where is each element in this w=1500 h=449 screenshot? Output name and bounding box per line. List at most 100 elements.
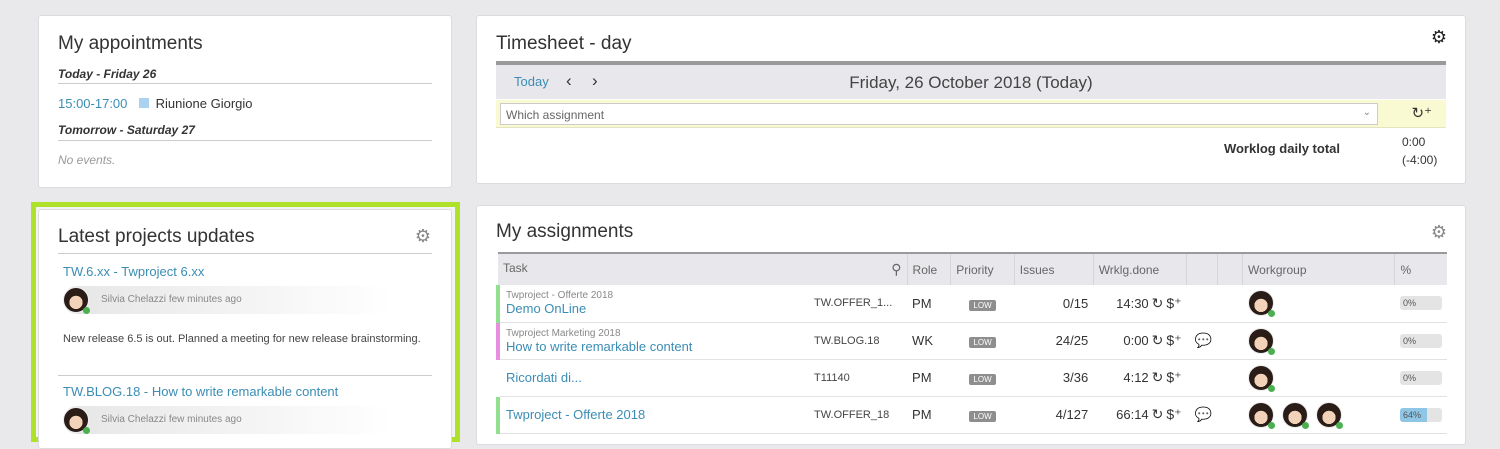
avatar[interactable] [1247,364,1275,392]
progress: 64% [1394,396,1447,434]
column-header[interactable] [1216,252,1243,285]
comment-cell [1186,285,1218,323]
update-time: few minutes ago [168,414,242,425]
task-code: TW.BLOG.18 [814,334,880,347]
add-worklog-icon[interactable]: ↻⁺ [1411,105,1433,122]
add-worklog-icon[interactable]: ↻ [1151,332,1164,348]
priority-badge: LOW [969,337,996,348]
task-link[interactable]: Ricordati di... [506,370,582,385]
event-item[interactable]: 15:00-17:00 Riunione Giorgio [58,96,253,111]
gear-icon[interactable]: ⚙ [1430,27,1447,47]
issues[interactable]: 3/36 [1014,359,1094,397]
gear-icon[interactable]: ⚙ [414,226,431,246]
workgroup [1242,322,1395,360]
task-code: T11140 [814,371,850,384]
task-link[interactable]: How to write remarkable content [506,338,693,354]
task-cell: Twproject - Offerte 2018 Demo OnLine TW.OF… [495,285,908,323]
latest-title: Latest projects updates [58,226,255,247]
today-button[interactable]: Today [514,74,549,89]
gear-icon[interactable]: ⚙ [1430,222,1447,242]
role: WK [907,322,951,360]
add-cost-icon[interactable]: $⁺ [1166,294,1182,311]
priority: LOW [950,322,1015,360]
priority-badge: LOW [969,299,996,311]
issues[interactable]: 4/127 [1014,396,1094,434]
add-worklog-icon[interactable]: ↻ [1151,369,1164,385]
issues[interactable]: 0/15 [1014,285,1094,323]
assignment-row: Which assignment ⌄ ↻⁺ [496,100,1446,128]
avatar[interactable] [63,287,90,314]
column-header[interactable]: Wrklg.done [1092,252,1187,285]
divider [58,83,432,84]
assignments-title: My assignments [496,221,634,242]
add-worklog-icon[interactable]: ↻ [1151,294,1164,311]
column-header[interactable]: Task ⚲ [498,252,908,285]
avatar[interactable] [1281,401,1309,429]
role: PM [907,396,951,434]
parent-project: Twproject - Offerte 2018 [506,290,614,302]
task-cell: Twproject Marketing 2018 How to write rem… [495,322,908,360]
column-header[interactable]: Issues [1013,252,1094,285]
divider [58,253,432,254]
add-cost-icon[interactable]: $⁺ [1166,369,1182,385]
comment-cell: 💬 [1186,396,1218,434]
update-author: Silvia Chelazzi [101,414,167,425]
task-link[interactable]: Demo OnLine [506,301,587,317]
update-title[interactable]: TW.BLOG.18 - How to write remarkable con… [63,384,339,399]
avatar[interactable] [1247,290,1275,318]
avatar[interactable] [1247,401,1275,429]
column-header[interactable]: % [1394,252,1447,285]
task-link[interactable]: Twproject - Offerte 2018 [506,407,646,422]
search-icon[interactable]: ⚲ [891,261,902,277]
online-icon [1267,347,1275,355]
comment-icon[interactable]: 💬 [1194,332,1213,348]
task-cell: Twproject - Offerte 2018 TW.OFFER_18 [495,396,908,434]
online-icon [1335,421,1343,429]
worklog: 0:00 ↻ $⁺ [1093,322,1187,360]
role: PM [907,359,951,397]
priority: LOW [950,285,1015,323]
total-label: Worklog daily total [1223,141,1340,156]
worklog-value: 4:12 [1123,370,1149,385]
timesheet-panel: Timesheet - day ⚙ Today ‹ › Friday, 26 O… [476,15,1466,184]
progress-bar: 0% [1399,333,1442,348]
assignment-select[interactable]: Which assignment ⌄ [500,103,1378,125]
avatar[interactable] [63,407,90,434]
add-cost-icon[interactable]: $⁺ [1166,406,1182,422]
divider [58,140,432,141]
progress-bar: 64% [1399,407,1442,422]
add-worklog-icon[interactable]: ↻ [1151,406,1164,422]
no-events: No events. [58,153,116,167]
avatar[interactable] [1247,327,1275,355]
table-row[interactable]: Twproject - Offerte 2018 Demo OnLine TW.OF… [495,285,1447,323]
issues[interactable]: 24/25 [1014,322,1094,360]
event-title: Riunione Giorgio [155,96,253,111]
comment-cell [1186,359,1218,397]
prev-day-button[interactable]: ‹ [566,71,572,90]
next-day-button[interactable]: › [592,71,598,90]
comment-icon[interactable]: 💬 [1194,406,1213,422]
latest-highlight: Latest projects updates ⚙ TW.6.xx - Twpr… [31,202,460,449]
table-row[interactable]: Twproject - Offerte 2018 TW.OFFER_18 PM L… [495,396,1447,434]
task-code: TW.OFFER_18 [814,408,890,421]
timesheet-title: Timesheet - day [496,33,632,54]
update-author: Silvia Chelazzi [101,294,167,305]
date-navigation: Today ‹ › Friday, 26 October 2018 (Today… [496,61,1446,99]
column-header[interactable]: Priority [950,252,1015,285]
table-row[interactable]: Ricordati di... T11140 PM LOW 3/36 4:12 ↻ $… [498,359,1447,397]
column-header[interactable] [1186,252,1218,285]
add-cost-icon[interactable]: $⁺ [1166,332,1182,348]
assignments-panel: My assignments ⚙ Task ⚲ Role Priority Issues… [476,205,1466,445]
table-row[interactable]: Twproject Marketing 2018 How to write rem… [495,322,1447,360]
progress: 0% [1394,322,1447,360]
update-title[interactable]: TW.6.xx - Twproject 6.xx [63,264,205,279]
column-header[interactable]: Role [906,252,951,285]
worklog-value: 0:00 [1123,333,1149,348]
worklog-value: 14:30 [1116,295,1149,311]
online-icon [1267,384,1275,392]
role: PM [907,285,951,323]
task-code: TW.OFFER_1... [814,297,893,310]
update-meta: Silvia Chelazzi few minutes ago [63,286,393,314]
column-header[interactable]: Workgroup [1242,252,1395,285]
avatar[interactable] [1315,401,1343,429]
